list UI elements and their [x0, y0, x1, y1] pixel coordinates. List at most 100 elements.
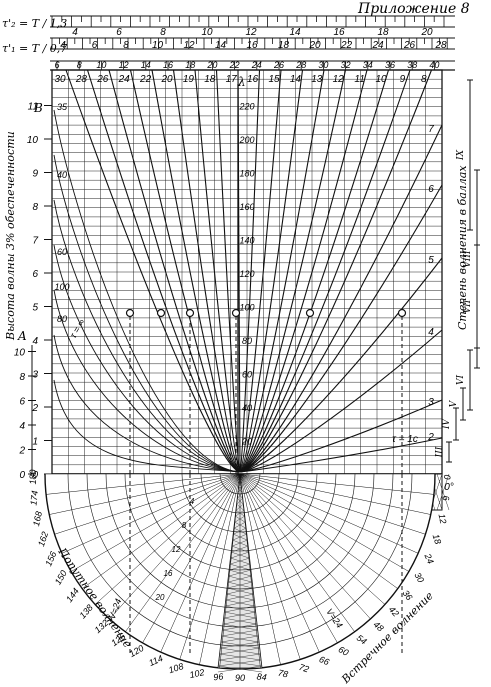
axis-lambda: λ 20 40 60 80 100 120 140 160 180 200 220	[237, 75, 255, 447]
tau-curve-label: 13	[311, 74, 323, 85]
grade-label: VI	[456, 375, 466, 385]
left-curve-label: 80	[57, 314, 67, 324]
tau-curve-label: 30	[54, 74, 66, 85]
wave-curves	[53, 69, 443, 474]
tau-curve-label: 10	[375, 74, 387, 85]
tau2-scale: τ'₂ = T / 1,3 4 6 8 10 12 14 16 18 20	[2, 15, 455, 38]
angle-tick-label: 78	[277, 668, 289, 680]
wave-curve	[239, 69, 433, 473]
lambda-tick: 80	[242, 336, 252, 346]
tau-curve-label: 7	[428, 124, 434, 135]
angle-tick-label: 30	[412, 571, 426, 585]
period-scale: 6 8 10 12 14 16 18 20 22 24 26 28 30 32 34 36 38 40	[50, 60, 455, 71]
angle-tick-label: 66	[318, 654, 331, 667]
angle-tick-label: 174	[28, 490, 40, 506]
angle-tick-label: 72	[298, 662, 311, 675]
tau-curve-label: 19	[183, 74, 195, 85]
tau2-tick-label: 12	[245, 27, 257, 38]
period-tick-label: 10	[96, 60, 106, 70]
tau-curve-label: 4	[428, 327, 434, 338]
tau-curve-label: 9	[400, 74, 406, 85]
tau-curve-label: 6	[428, 184, 434, 195]
tau2-tick-label: 10	[201, 27, 213, 38]
axis-B-tick: 1	[32, 437, 38, 448]
angle-tick-label: 150	[53, 568, 69, 586]
lambda-tick: 220	[238, 102, 254, 112]
lambda-tick: 40	[242, 403, 252, 413]
wave-curve-left	[53, 379, 241, 473]
axis-A-tick: 2	[18, 446, 25, 457]
tau2-tick-label: 6	[116, 27, 122, 38]
inner-speed-label: 16	[164, 569, 173, 578]
period-tick-label: 12	[119, 60, 129, 70]
tau1-label: τ'₁ = T / 0,7	[2, 42, 67, 55]
tau1-tick-label: 20	[308, 40, 321, 51]
left-curve-label: 60	[57, 247, 67, 257]
tau-curve-label: 11	[354, 74, 364, 85]
angle-tick-label: 162	[36, 530, 50, 547]
tau-curve-label: 12	[333, 74, 345, 85]
tau-curve-label: 2	[427, 432, 434, 443]
axis-B: B 0 1 2 3 4 5 6 7 8 9 10 11	[27, 101, 52, 481]
lambda-tick: 100	[239, 303, 254, 313]
wave-curve-left	[53, 289, 241, 473]
angle-tick-label: 102	[189, 667, 206, 680]
inner-speed-label: 12	[172, 545, 181, 554]
tau1-tick-label: 18	[278, 40, 290, 51]
tau-curve-label: 26	[96, 74, 109, 85]
tau2-tick-label: 4	[72, 27, 78, 38]
axis-A-tick: 8	[19, 372, 25, 383]
wave-curve	[86, 69, 241, 473]
tau2-tick-label: 8	[160, 27, 166, 38]
period-tick-label: 34	[363, 60, 373, 70]
angle-tick-label: 18	[431, 533, 444, 546]
tau-curve-label: 5	[428, 255, 434, 266]
wave-curve	[239, 69, 390, 473]
axis-lambda-label: λ	[237, 75, 246, 89]
angle-tick-label: 6	[441, 495, 451, 501]
axis-A-tick: 0	[19, 470, 25, 481]
inner-speed-label: 20	[155, 593, 165, 602]
period-tick-label: 36	[385, 60, 395, 70]
period-tick-label: 28	[295, 60, 306, 70]
appendix-title: Приложение 8	[357, 1, 470, 17]
lambda-tick: 180	[239, 169, 254, 179]
axis-B-tick: 3	[32, 370, 38, 381]
tau-curve-label: 15	[268, 74, 280, 85]
period-tick-label: 38	[407, 60, 417, 70]
angle-tick-label: 60	[337, 644, 351, 658]
axis-A-tick: 4	[19, 421, 25, 432]
wave-curve	[239, 124, 443, 473]
angle-tick-label: 0	[442, 474, 452, 479]
tau1-tick-label: 6	[92, 40, 98, 51]
tau1-tick-label: 10	[152, 40, 164, 51]
wave-curve	[108, 69, 241, 473]
angle-tick-label: 24	[422, 551, 436, 565]
wave-curve	[239, 329, 443, 473]
period-tick-label: 18	[185, 60, 195, 70]
wave-curve	[129, 69, 241, 473]
tau1-tick-label: 8	[123, 40, 129, 51]
period-tick-label: 6	[54, 60, 59, 70]
tau1-tick-label: 12	[183, 40, 195, 51]
inner-speed-label: 8	[182, 521, 187, 530]
wave-curve-left	[53, 244, 241, 473]
tau-curve-label: 18	[204, 74, 216, 85]
lambda-tick: 200	[238, 135, 254, 145]
period-tick-label: 8	[77, 60, 82, 70]
tau-curve-label: 17	[226, 74, 238, 85]
period-tick-label: 16	[163, 60, 173, 70]
period-tick-label: 20	[206, 60, 217, 70]
wave-curve-left	[53, 334, 241, 473]
axis-B-tick: 0	[32, 470, 38, 481]
axis-B-tick: 7	[32, 236, 38, 247]
tau1-tick-label: 24	[371, 40, 384, 51]
wave-curve	[239, 69, 368, 473]
wave-curve	[172, 69, 241, 473]
wave-curve-left	[53, 199, 241, 473]
period-tick-label: 22	[229, 60, 240, 70]
period-tick-label: 26	[273, 60, 284, 70]
wave-curve-left	[53, 109, 241, 473]
